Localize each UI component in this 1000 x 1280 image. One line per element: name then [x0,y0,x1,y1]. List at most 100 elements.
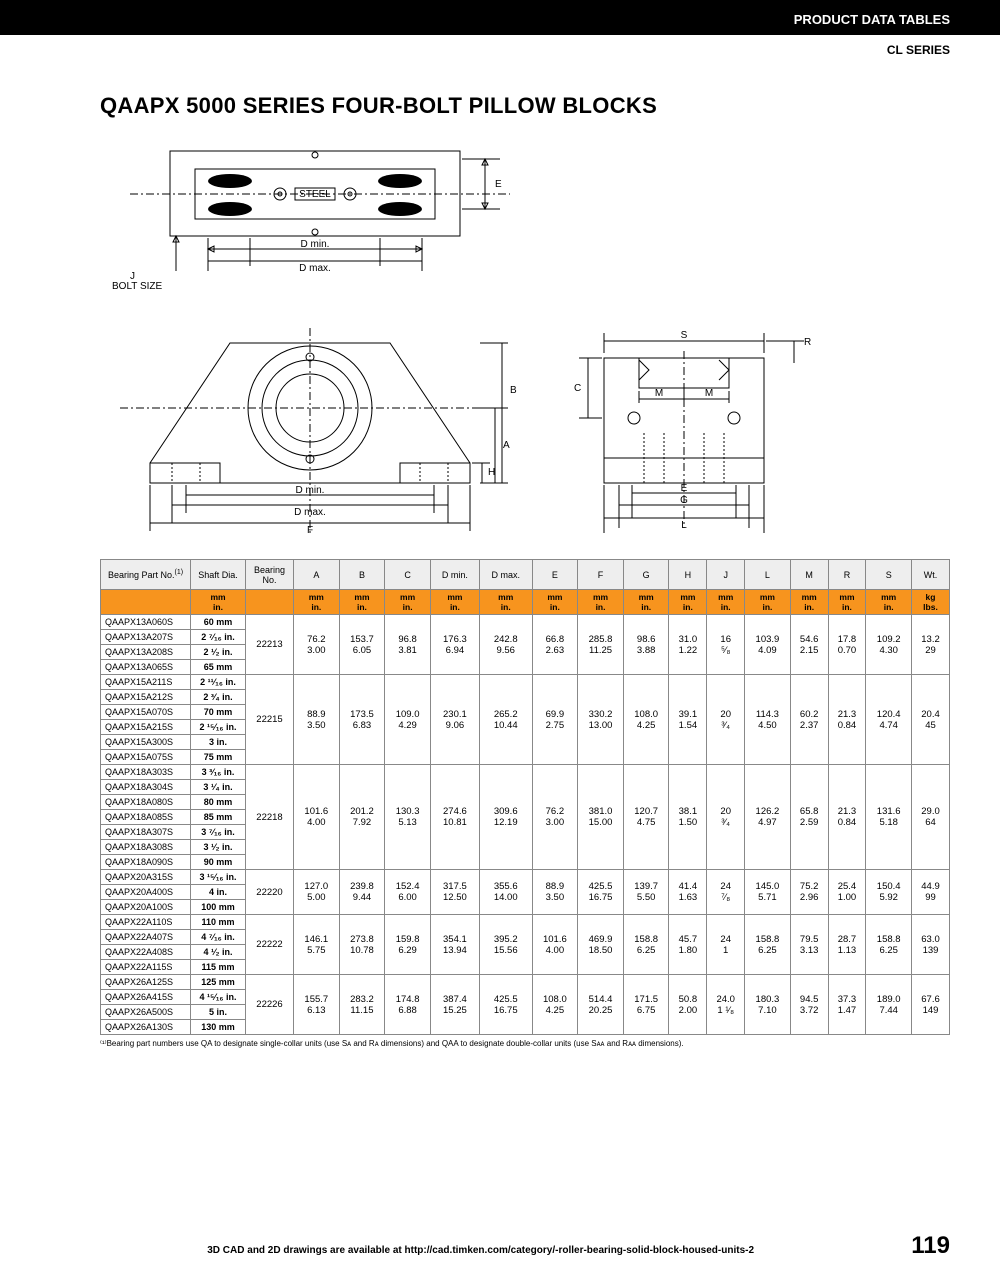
shaft-dia: 85 mm [191,810,246,825]
shaft-dia: 80 mm [191,795,246,810]
dim-cell: 126.24.97 [745,765,791,870]
dim-cell: 158.86.25 [745,915,791,975]
col-header: C [385,560,431,590]
dim-cell: 242.89.56 [479,615,532,675]
dim-cell: 24⁷⁄₈ [707,870,745,915]
dim-cell: 201.27.92 [339,765,385,870]
dim-cell: 69.92.75 [532,675,578,765]
dim-cell: 146.15.75 [294,915,340,975]
dim-cell: 20³⁄₄ [707,675,745,765]
dim-cell: 425.516.75 [479,975,532,1035]
data-table: Bearing Part No.(1)Shaft Dia.Bearing No.… [100,559,950,1035]
unit-cell: mmin. [339,590,385,615]
unit-cell: mmin. [745,590,791,615]
part-no: QAAPX22A407S [101,930,191,945]
shaft-dia: 60 mm [191,615,246,630]
shaft-dia: 130 mm [191,1020,246,1035]
table-row: QAAPX26A125S125 mm22226155.76.13283.211.… [101,975,950,990]
col-header: A [294,560,340,590]
dim-cell: 273.810.78 [339,915,385,975]
dim-cell: 230.19.06 [430,675,479,765]
col-header: L [745,560,791,590]
table-body: QAAPX13A060S60 mm2221376.23.00153.76.059… [101,615,950,1035]
dim-dmin-top: D min. [301,239,330,250]
dim-cell: 88.93.50 [532,870,578,915]
dim-cell: 60.22.37 [790,675,828,765]
dim-cell: 28.71.13 [828,915,866,975]
dim-cell: 13.229 [912,615,950,675]
dim-cell: 108.04.25 [532,975,578,1035]
diagram-area: STEEL E D min. D max. J B [100,131,950,543]
shaft-dia: 3 ³⁄₁₆ in. [191,765,246,780]
dim-cell: 63.0139 [912,915,950,975]
dim-cell: 158.86.25 [623,915,669,975]
dim-cell: 120.44.74 [866,675,912,765]
dim-M2: M [705,388,713,399]
col-header: S [866,560,912,590]
shaft-dia: 3 ¹⁄₄ in. [191,780,246,795]
bolt-size-label: BOLT SIZE [112,281,163,292]
dim-cell: 131.65.18 [866,765,912,870]
table-row: QAAPX13A060S60 mm2221376.23.00153.76.059… [101,615,950,630]
table-row: QAAPX22A110S110 mm22222146.15.75273.810.… [101,915,950,930]
dim-cell: 75.22.96 [790,870,828,915]
dim-cell: 127.05.00 [294,870,340,915]
shaft-dia: 90 mm [191,855,246,870]
part-no: QAAPX20A315S [101,870,191,885]
shaft-dia: 4 ¹⁵⁄₁₆ in. [191,990,246,1005]
bearing-no: 22218 [246,765,294,870]
dim-dmax-top: D max. [299,263,331,274]
unit-cell: mmin. [479,590,532,615]
part-no: QAAPX26A125S [101,975,191,990]
dim-cell: 41.41.63 [669,870,707,915]
unit-cell: mmin. [294,590,340,615]
dim-L: L [681,520,687,531]
dim-cell: 469.918.50 [578,915,624,975]
part-no: QAAPX13A060S [101,615,191,630]
shaft-dia: 2 ¹⁵⁄₁₆ in. [191,720,246,735]
dim-cell: 67.6149 [912,975,950,1035]
dim-cell: 24.01 ¹⁄₈ [707,975,745,1035]
dim-cell: 17.80.70 [828,615,866,675]
shaft-dia: 2 ³⁄₄ in. [191,690,246,705]
dim-cell: 108.04.25 [623,675,669,765]
shaft-dia: 100 mm [191,900,246,915]
part-no: QAAPX15A215S [101,720,191,735]
diagram-front-view: A B H D min. D max. [100,313,520,543]
part-no: QAAPX22A110S [101,915,191,930]
part-no: QAAPX13A208S [101,645,191,660]
dim-cell: 109.04.29 [385,675,431,765]
col-header: Bearing Part No.(1) [101,560,191,590]
dim-cell: 387.415.25 [430,975,479,1035]
dim-cell: 173.56.83 [339,675,385,765]
dim-cell: 381.015.00 [578,765,624,870]
shaft-dia: 3 ⁷⁄₁₆ in. [191,825,246,840]
dim-cell: 395.215.56 [479,915,532,975]
dim-cell: 76.23.00 [294,615,340,675]
part-no: QAAPX18A090S [101,855,191,870]
dim-cell: 31.01.22 [669,615,707,675]
dim-H: H [488,467,495,478]
part-no: QAAPX18A303S [101,765,191,780]
col-header: D max. [479,560,532,590]
dim-cell: 38.11.50 [669,765,707,870]
dim-cell: 44.999 [912,870,950,915]
unit-cell [101,590,191,615]
unit-cell: mmin. [191,590,246,615]
diagram-side-view: S R M M C E [544,313,844,543]
shaft-dia: 3 in. [191,735,246,750]
footer: 3D CAD and 2D drawings are available at … [0,1232,1000,1260]
part-no: QAAPX15A070S [101,705,191,720]
dim-cell: 274.610.81 [430,765,479,870]
part-no: QAAPX22A115S [101,960,191,975]
shaft-dia: 2 ⁷⁄₁₆ in. [191,630,246,645]
dim-cell: 20³⁄₄ [707,765,745,870]
dim-cell: 76.23.00 [532,765,578,870]
part-no: QAAPX15A212S [101,690,191,705]
dim-cell: 101.64.00 [532,915,578,975]
shaft-dia: 70 mm [191,705,246,720]
dim-cell: 94.53.72 [790,975,828,1035]
dim-E: E [495,179,502,190]
unit-cell: mmin. [866,590,912,615]
part-no: QAAPX15A300S [101,735,191,750]
